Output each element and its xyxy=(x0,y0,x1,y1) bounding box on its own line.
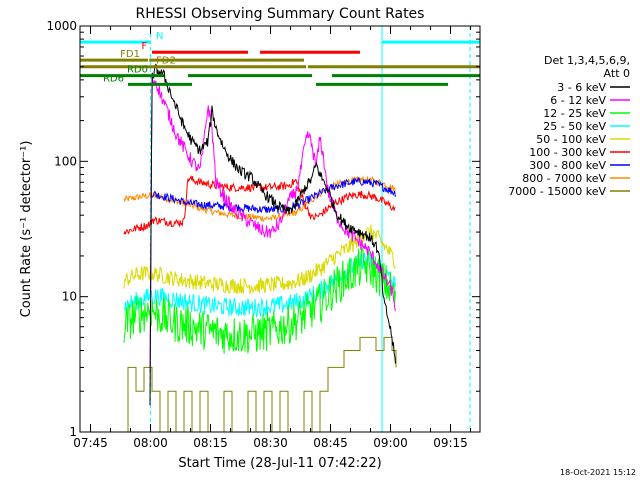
legend-label: 6 - 12 keV xyxy=(550,94,606,107)
series-line-50-100-kev xyxy=(123,224,396,294)
x-tick-label: 09:15 xyxy=(433,436,468,450)
x-tick-label: 08:30 xyxy=(253,436,288,450)
x-tick-label: 07:45 xyxy=(73,436,108,450)
state-label-fd1: FD1 xyxy=(120,49,140,60)
state-label-f: F xyxy=(141,41,147,52)
legend-title-line-2: Att 0 xyxy=(604,67,630,80)
legend-label: 7000 - 15000 keV xyxy=(508,185,606,198)
y-tick-label: 1000 xyxy=(46,19,77,33)
y-tick-label: 1 xyxy=(69,425,77,439)
x-tick-label: 08:00 xyxy=(133,436,168,450)
axes-layer: 1 10 100 1000 07:45 08:00 08:15 08:30 08:45 09:00… xyxy=(46,19,480,450)
legend-label: 100 - 300 keV xyxy=(529,146,606,159)
x-tick-label: 08:15 xyxy=(193,436,228,450)
state-label-rd6: RD6 xyxy=(103,73,124,84)
legend-label: 3 - 6 keV xyxy=(557,81,606,94)
series-line-3-6-kev xyxy=(149,63,396,406)
series-line-6-12-kev xyxy=(149,74,396,374)
plot-frame xyxy=(79,25,481,433)
data-layer xyxy=(79,26,471,433)
legend-label: 12 - 25 keV xyxy=(543,107,606,120)
legend-label: 300 - 800 keV xyxy=(529,159,606,172)
legend-label: 25 - 50 keV xyxy=(543,120,606,133)
x-axis-label: Start Time (28-Jul-11 07:42:22) xyxy=(178,456,381,471)
date-stamp: 18-Oct-2021 15:12 xyxy=(560,468,636,477)
x-tick-label: 08:45 xyxy=(313,436,348,450)
y-tick-label: 10 xyxy=(62,290,77,304)
state-label-fd2: FD2 xyxy=(156,56,176,67)
legend-label: 800 - 7000 keV xyxy=(522,172,606,185)
y-tick-label: 100 xyxy=(54,154,77,168)
x-tick-label: 09:00 xyxy=(373,436,408,450)
state-label-rd0: RD0 xyxy=(127,65,148,76)
state-label-n: N xyxy=(156,31,163,42)
series-line-12-25-kev xyxy=(123,246,396,354)
y-axis-label: Count Rate (s⁻¹ detector⁻¹) xyxy=(19,141,34,318)
legend-title-line-1: Det 1,3,4,5,6,9, xyxy=(544,54,630,67)
legend-label: 50 - 100 keV xyxy=(536,133,606,146)
chart-title: RHESSI Observing Summary Count Rates xyxy=(136,6,425,22)
